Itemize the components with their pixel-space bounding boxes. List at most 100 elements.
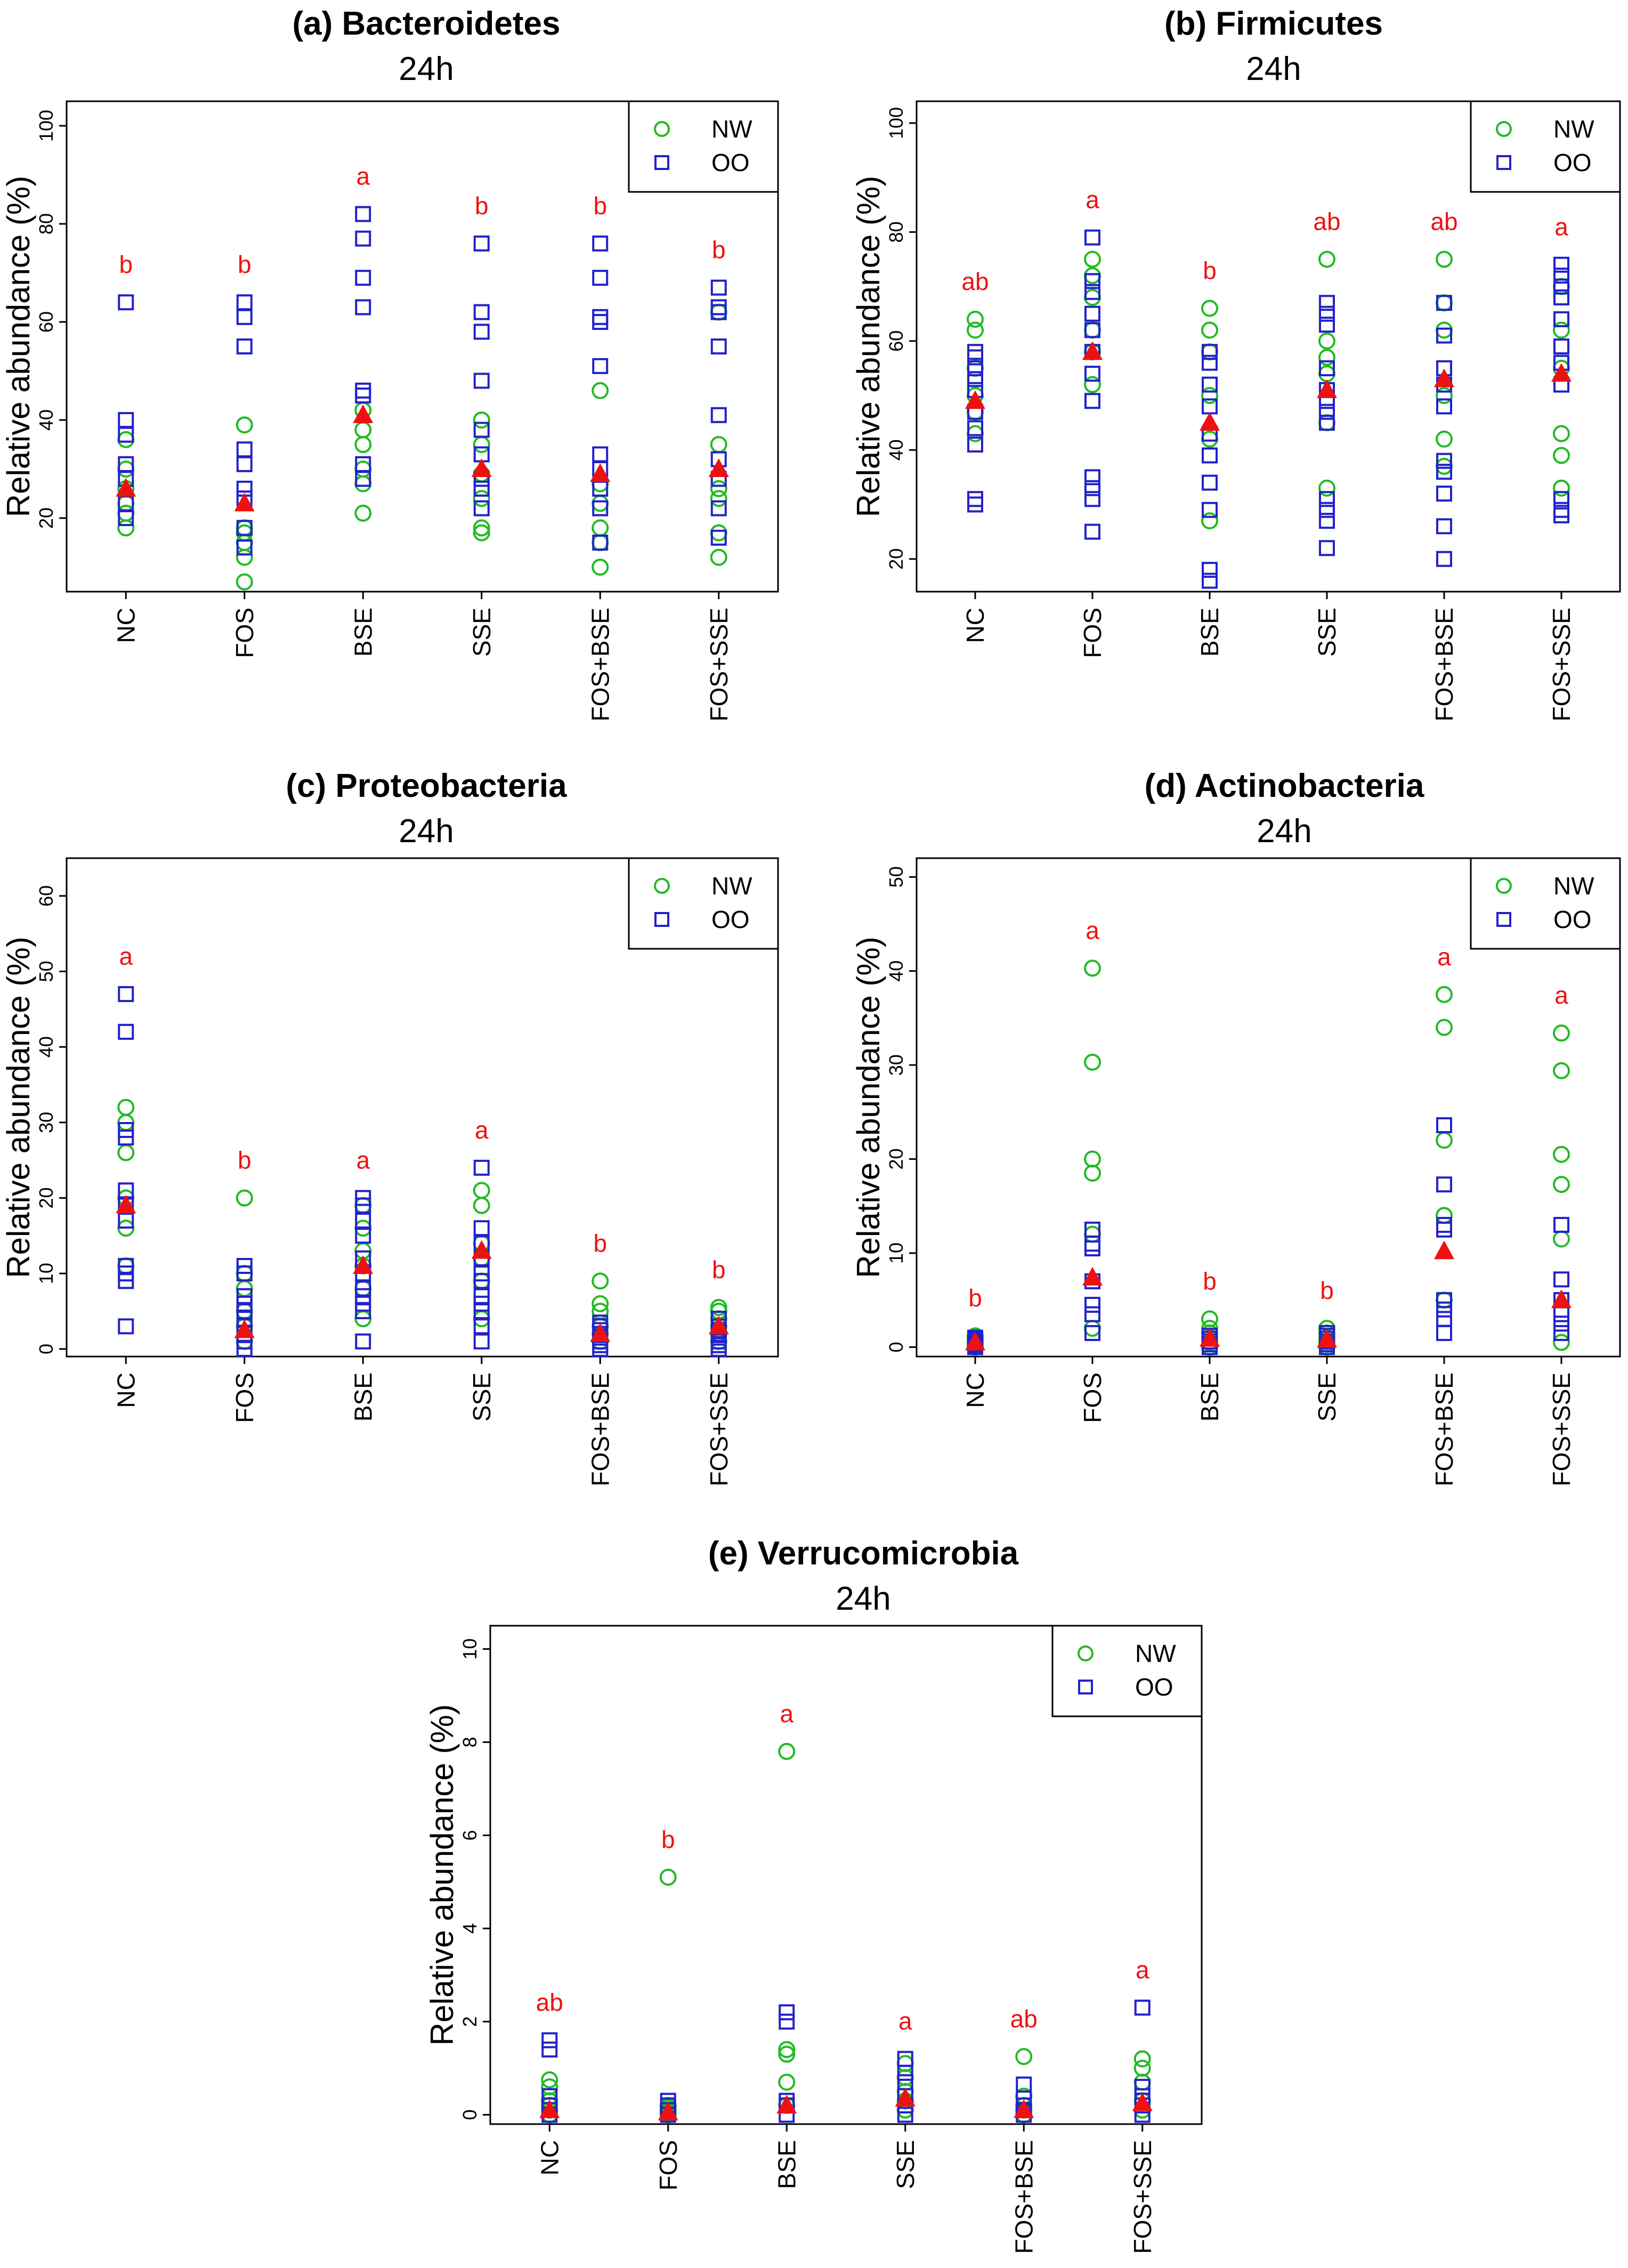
nw-point bbox=[710, 524, 727, 542]
x-tick-label-bse: BSE bbox=[773, 2140, 800, 2189]
significance-letter: ab bbox=[1313, 207, 1340, 235]
oo-point bbox=[1436, 398, 1452, 415]
oo-point bbox=[1319, 403, 1335, 420]
mean-marker bbox=[234, 1319, 255, 1338]
oo-point bbox=[1436, 486, 1452, 502]
legend-oo-marker bbox=[654, 912, 669, 927]
oo-point bbox=[967, 344, 983, 360]
mean-marker bbox=[1434, 368, 1454, 388]
nw-point bbox=[354, 421, 372, 439]
legend-oo-marker bbox=[654, 155, 669, 170]
oo-point bbox=[592, 309, 609, 325]
x-tick-label-sse: SSE bbox=[1313, 608, 1341, 657]
panel-c: (c) Proteobacteria 24h Relative abundance … bbox=[1, 768, 779, 1486]
significance-letter: b bbox=[475, 192, 489, 220]
y-axis-label: Relative abundance (%) bbox=[1, 176, 36, 517]
x-tick-label-sse: SSE bbox=[1313, 1373, 1341, 1422]
legend-box bbox=[628, 857, 779, 950]
nw-point bbox=[117, 495, 135, 512]
oo-point bbox=[118, 412, 134, 428]
nw-point bbox=[1318, 332, 1335, 350]
significance-letter: ab bbox=[1010, 2005, 1038, 2032]
significance-letter: b bbox=[1203, 1267, 1217, 1295]
legend: NW OO bbox=[1051, 1625, 1203, 1717]
nw-point bbox=[117, 1144, 135, 1161]
nw-point bbox=[236, 573, 253, 591]
oo-point bbox=[355, 1190, 371, 1206]
y-tick-label: 4 bbox=[459, 1923, 481, 1934]
y-tick-label: 20 bbox=[885, 548, 907, 570]
y-tick-label: 6 bbox=[459, 1830, 481, 1841]
legend-oo-label: OO bbox=[1553, 149, 1592, 176]
mean-marker bbox=[353, 404, 374, 423]
nw-point bbox=[473, 519, 490, 537]
x-tick-label-fos-bse: FOS+BSE bbox=[586, 1373, 614, 1486]
y-tick-label: 60 bbox=[885, 330, 907, 352]
y-tick-label: 2 bbox=[459, 2016, 481, 2027]
nw-point bbox=[117, 431, 135, 448]
oo-point bbox=[1553, 1271, 1569, 1288]
mean-marker bbox=[1317, 379, 1337, 398]
oo-point bbox=[592, 235, 609, 252]
y-tick-label: 40 bbox=[35, 409, 57, 431]
panel-title: (c) Proteobacteria bbox=[286, 768, 567, 804]
legend-nw-label: NW bbox=[711, 115, 752, 143]
significance-letter: a bbox=[1437, 943, 1451, 971]
nw-point bbox=[592, 382, 609, 399]
oo-point bbox=[710, 529, 727, 546]
nw-point bbox=[1133, 2060, 1151, 2077]
oo-point bbox=[473, 304, 490, 320]
y-tick-label: 80 bbox=[885, 221, 907, 243]
mean-marker bbox=[1551, 363, 1572, 382]
nw-point bbox=[1201, 512, 1218, 530]
legend-oo-label: OO bbox=[1553, 906, 1592, 933]
y-axis-label: Relative abundance (%) bbox=[424, 1704, 460, 2045]
oo-point bbox=[710, 299, 727, 316]
oo-point bbox=[1202, 447, 1218, 464]
oo-point bbox=[967, 491, 983, 507]
nw-point bbox=[236, 1189, 253, 1207]
oo-point bbox=[236, 294, 253, 311]
x-tick-label-fos-sse: FOS+SSE bbox=[705, 1373, 733, 1486]
oo-point bbox=[236, 520, 253, 536]
oo-point bbox=[1436, 1117, 1452, 1134]
nw-point bbox=[659, 1868, 677, 1886]
oo-point bbox=[118, 1258, 134, 1274]
nw-point bbox=[967, 321, 984, 339]
nw-point bbox=[473, 436, 490, 453]
legend-box bbox=[628, 100, 779, 193]
oo-point bbox=[592, 314, 609, 330]
mean-marker bbox=[116, 478, 136, 497]
oo-point bbox=[592, 358, 609, 374]
significance-letter: b bbox=[1320, 1277, 1334, 1304]
oo-point bbox=[710, 279, 727, 296]
significance-letter: a bbox=[1136, 1956, 1149, 1984]
mean-marker bbox=[965, 1331, 985, 1351]
nw-point bbox=[1084, 1150, 1101, 1168]
plot-frame bbox=[66, 857, 779, 1358]
nw-point bbox=[592, 519, 609, 537]
oo-point bbox=[355, 230, 371, 247]
oo-point bbox=[1016, 2076, 1032, 2093]
oo-point bbox=[1202, 474, 1218, 491]
oo-point bbox=[236, 539, 253, 556]
oo-point bbox=[473, 1220, 490, 1237]
oo-point bbox=[1084, 480, 1100, 496]
x-tick-label-fos-bse: FOS+BSE bbox=[1010, 2140, 1038, 2254]
mean-marker bbox=[776, 2095, 797, 2114]
oo-point bbox=[1553, 507, 1569, 523]
oo-point bbox=[1436, 1221, 1452, 1238]
oo-point bbox=[1202, 344, 1218, 360]
panel-title: (a) Bacteroidetes bbox=[292, 5, 560, 42]
oo-point bbox=[1084, 273, 1100, 289]
oo-point bbox=[1084, 322, 1100, 338]
significance-letter: a bbox=[1086, 916, 1099, 944]
nw-point bbox=[896, 2055, 914, 2072]
y-axis-label: Relative abundance (%) bbox=[1, 937, 36, 1278]
nw-point bbox=[1015, 2048, 1033, 2065]
mean-marker bbox=[1132, 2092, 1153, 2111]
nw-point bbox=[1436, 1292, 1453, 1309]
nw-point bbox=[354, 461, 372, 478]
nw-point bbox=[592, 559, 609, 576]
mean-marker bbox=[353, 1255, 374, 1274]
